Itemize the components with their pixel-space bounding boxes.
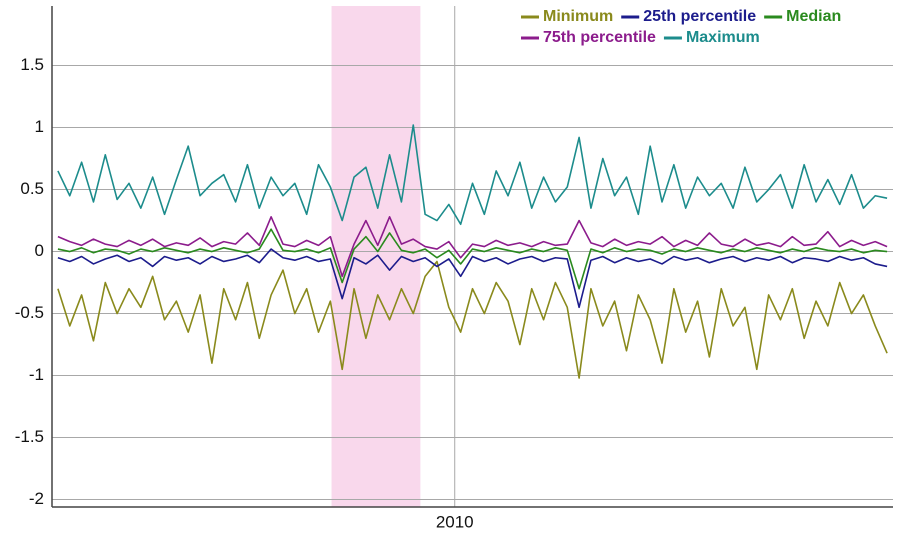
y-tick-label: -1 — [29, 365, 44, 384]
legend-label: 75th percentile — [543, 29, 656, 46]
y-tick-label: 1 — [35, 117, 44, 136]
series-line — [57, 228, 888, 290]
y-tick-label: -2 — [29, 489, 44, 508]
x-tick-label: 2010 — [436, 512, 474, 531]
legend-label: 25th percentile — [643, 8, 756, 25]
series-line — [57, 216, 888, 278]
y-tick-label: 0 — [35, 241, 44, 260]
legend-label: Median — [786, 8, 841, 25]
y-tick-label: 0.5 — [20, 179, 44, 198]
y-tick-label: -0.5 — [15, 303, 44, 322]
y-tick-label: -1.5 — [15, 427, 44, 446]
y-tick-label: 1.5 — [20, 55, 44, 74]
series-line — [57, 248, 888, 309]
legend-label: Minimum — [543, 8, 613, 25]
series-line — [57, 260, 888, 379]
legend-label: Maximum — [686, 29, 760, 46]
series-line — [57, 124, 888, 226]
